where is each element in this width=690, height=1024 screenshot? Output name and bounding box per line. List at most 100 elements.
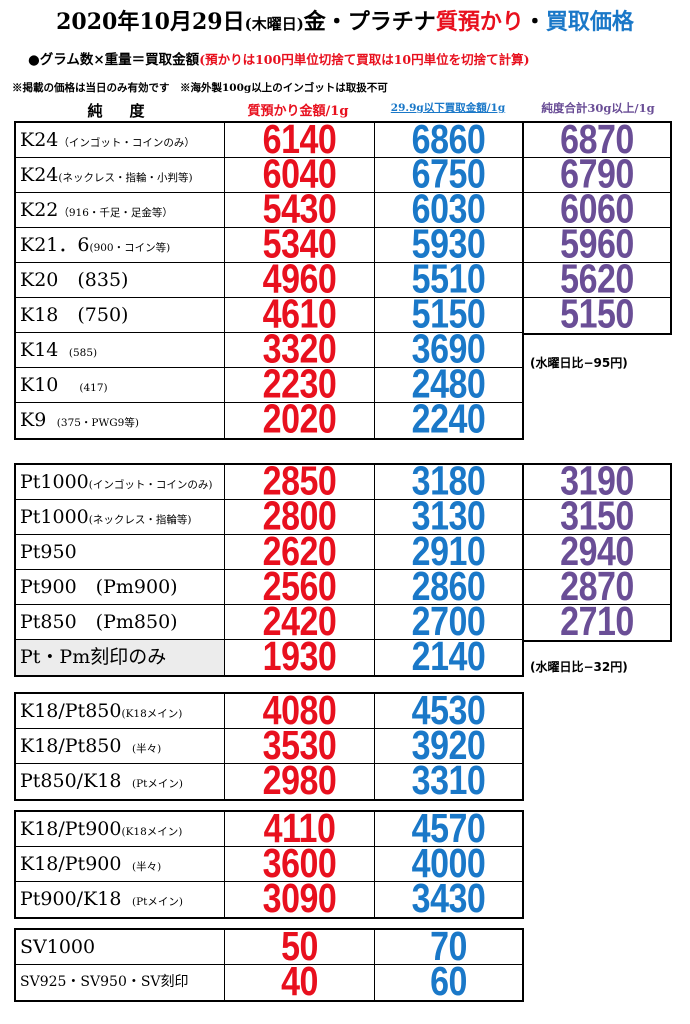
pawn-price: 50	[224, 930, 374, 964]
table-row: K18/Pt900(K18メイン) 4110 4570	[16, 812, 522, 847]
table-row: Pt900 (Pm900) 2560 2860	[16, 570, 522, 605]
purity-label: SV925・SV950・SV刻印	[20, 974, 189, 990]
gold-table: K24（インゴット・コインのみ） 6140 6860 K24(ネックレス・指輪・…	[14, 121, 524, 440]
combo-850-table: K18/Pt850(K18メイン) 4080 4530 K18/Pt850 (半…	[14, 692, 524, 801]
table-row: Pt950 2620 2910	[16, 535, 522, 570]
header-bulk: 純度合計30g以上/1g	[541, 101, 655, 115]
table-row: K14 (585) 3320 3690	[16, 333, 522, 368]
buy-price: 5150	[374, 298, 522, 332]
pawn-price: 2980	[224, 764, 374, 799]
table-row: K9 (375・PWG9等) 2020 2240	[16, 403, 522, 438]
table-row: K24(ネックレス・指輪・小判等) 6040 6750	[16, 158, 522, 193]
purity-label: K18/Pt850 (半々)	[20, 735, 162, 757]
buy-price: 4570	[374, 812, 522, 846]
buy-price: 2240	[374, 403, 522, 438]
table-row: Pt1000(インゴット・コインのみ) 2850 3180	[16, 465, 522, 500]
pawn-price: 1930	[224, 640, 374, 675]
platinum-diff-note: (水曜日比−32円)	[530, 660, 628, 674]
platinum-bulk-column: 3190 3150 2940 2870 2710	[524, 461, 672, 645]
table-row: K18/Pt900 (半々) 3600 4000	[16, 847, 522, 882]
buy-price: 5930	[374, 228, 522, 262]
purity-label: K10 (417)	[20, 374, 108, 396]
header-purity: 純 度	[87, 102, 151, 120]
purity-label: K18/Pt850(K18メイン)	[20, 700, 183, 722]
table-row: SV1000 50 70	[16, 930, 522, 965]
buy-price: 2700	[374, 605, 522, 639]
title-pawn: 質預かり	[435, 9, 524, 35]
subtitle-formula: ●グラム数×重量＝買取金額	[28, 52, 200, 68]
pawn-price: 5340	[224, 228, 374, 262]
purity-label: K24(ネックレス・指輪・小判等)	[20, 164, 193, 186]
pawn-price: 6040	[224, 158, 374, 192]
purity-label: Pt850 (Pm850)	[20, 611, 178, 633]
pawn-price: 4960	[224, 263, 374, 297]
purity-label: K18/Pt900 (半々)	[20, 853, 162, 875]
purity-label: K14 (585)	[20, 339, 98, 361]
pawn-price: 3090	[224, 882, 374, 917]
buy-price: 3180	[374, 465, 522, 499]
buy-price: 3310	[374, 764, 522, 799]
table-row: Pt900/K18 (Ptメイン) 3090 3430	[16, 882, 522, 917]
buy-price: 2910	[374, 535, 522, 569]
table-row: K18/Pt850(K18メイン) 4080 4530	[16, 694, 522, 729]
buy-price: 6030	[374, 193, 522, 227]
bulk-price: 2710	[560, 598, 634, 645]
purity-label: Pt900 (Pm900)	[20, 576, 178, 598]
bulk-price: 3190	[524, 461, 670, 503]
purity-label: K22（916・千足・足金等）	[20, 199, 173, 221]
pawn-price: 40	[224, 965, 374, 1000]
pawn-price: 2620	[224, 535, 374, 569]
pawn-price: 2420	[224, 605, 374, 639]
title-buy: 買取価格	[545, 9, 634, 35]
gold-diff-note: (水曜日比−95円)	[530, 356, 628, 370]
title-metals: 金・プラチナ	[303, 9, 436, 35]
page-title: 2020年10月29日(木曜日)金・プラチナ質預かり・買取価格	[0, 4, 690, 44]
pawn-price: 4080	[224, 694, 374, 728]
bulk-price: 6790	[524, 154, 670, 196]
buy-price: 4000	[374, 847, 522, 881]
bulk-price: 5620	[524, 259, 670, 301]
pawn-price: 2020	[224, 403, 374, 438]
table-row: K20 (835) 4960 5510	[16, 263, 522, 298]
buy-price: 3430	[374, 882, 522, 917]
silver-table: SV1000 50 70 SV925・SV950・SV刻印 40 60	[14, 928, 524, 1002]
pawn-price: 3600	[224, 847, 374, 881]
subtitle-rounding-note: (預かりは100円単位切捨て買取は10円単位を切捨て計算)	[199, 52, 530, 67]
purity-label: Pt1000(インゴット・コインのみ)	[20, 471, 213, 493]
header-pawn: 質預かり金額/1g	[247, 104, 349, 119]
pawn-price: 5430	[224, 193, 374, 227]
table-row: K24（インゴット・コインのみ） 6140 6860	[16, 123, 522, 158]
buy-price: 2480	[374, 368, 522, 402]
pawn-price: 2850	[224, 465, 374, 499]
bulk-price: 5150	[560, 291, 634, 338]
table-row: K22（916・千足・足金等） 5430 6030	[16, 193, 522, 228]
combo-900-table: K18/Pt900(K18メイン) 4110 4570 K18/Pt900 (半…	[14, 810, 524, 919]
bulk-price: 3150	[524, 496, 670, 538]
table-row: K18/Pt850 (半々) 3530 3920	[16, 729, 522, 764]
buy-price: 5510	[374, 263, 522, 297]
pawn-price: 2800	[224, 500, 374, 534]
purity-label: K21．6(900・コイン等)	[20, 234, 171, 256]
buy-price: 60	[374, 965, 522, 1000]
table-row: Pt850 (Pm850) 2420 2700	[16, 605, 522, 640]
buy-price: 2860	[374, 570, 522, 604]
platinum-table: Pt1000(インゴット・コインのみ) 2850 3180 Pt1000(ネック…	[14, 463, 524, 677]
table-row: Pt1000(ネックレス・指輪等) 2800 3130	[16, 500, 522, 535]
bulk-price: 2940	[524, 531, 670, 573]
buy-price: 2140	[374, 640, 522, 675]
buy-price: 6750	[374, 158, 522, 192]
title-separator: ・	[523, 9, 546, 35]
purity-label: K9 (375・PWG9等)	[20, 409, 139, 431]
purity-label: Pt1000(ネックレス・指輪等)	[20, 506, 192, 528]
pawn-price: 4610	[224, 298, 374, 332]
title-weekday: (木曜日)	[244, 15, 304, 33]
subtitle: ●グラム数×重量＝買取金額(預かりは100円単位切捨て買取は10円単位を切捨て計…	[28, 48, 688, 68]
buy-price: 3130	[374, 500, 522, 534]
bulk-price: 2870	[524, 566, 670, 608]
header-buy: 29.9g以下買取金額/1g	[390, 102, 506, 114]
pawn-price: 3530	[224, 729, 374, 763]
purity-label: K18/Pt900(K18メイン)	[20, 818, 183, 840]
bulk-price: 6870	[524, 119, 670, 161]
purity-label: Pt900/K18 (Ptメイン)	[20, 888, 183, 910]
buy-price: 3920	[374, 729, 522, 763]
